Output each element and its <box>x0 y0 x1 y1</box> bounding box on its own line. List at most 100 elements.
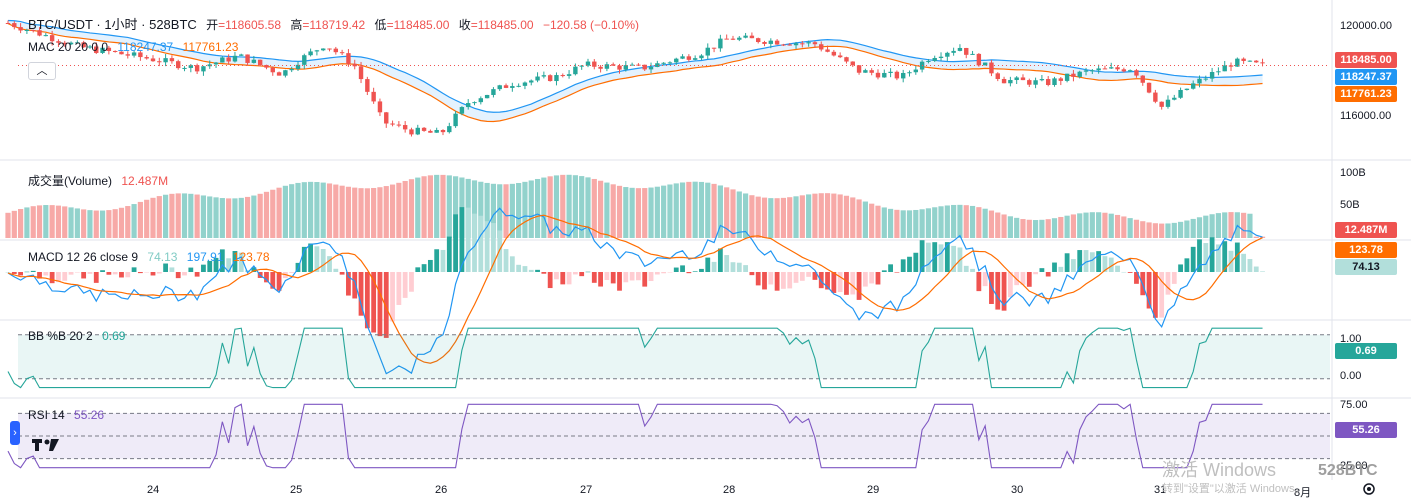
volume-bar <box>238 197 244 238</box>
volume-bar <box>522 181 528 238</box>
windows-activation-hint: 转到"设置"以激活 Windows。 <box>1162 483 1306 495</box>
macd-histogram-bar <box>1171 272 1177 284</box>
candle-body <box>951 50 956 53</box>
rsi-axis-label: 75.00 <box>1340 399 1368 411</box>
candle-body <box>541 75 547 77</box>
macd-histogram-bar <box>1083 250 1089 272</box>
candle-body <box>302 55 307 65</box>
volume-bar <box>55 205 62 238</box>
candle-body <box>106 47 112 51</box>
macd-histogram-bar <box>320 248 326 272</box>
macd-histogram-bar <box>554 272 559 280</box>
candle-body <box>384 112 389 124</box>
macd-histogram-bar <box>213 257 219 272</box>
volume-bar <box>43 205 49 238</box>
macd-histogram-bar <box>1253 266 1259 272</box>
change-label: −120.58 (−0.10%) <box>542 18 640 32</box>
candle-body <box>415 127 420 135</box>
candle-body <box>743 35 748 38</box>
side-panel-toggle[interactable]: › <box>10 421 20 445</box>
candle-body <box>529 80 534 83</box>
macd-histogram-bar <box>472 213 477 272</box>
volume-bar <box>434 174 440 238</box>
macd-histogram-bar <box>30 270 36 272</box>
volume-bar <box>528 180 534 238</box>
volume-axis-label: 100B <box>1340 167 1366 179</box>
candle-body <box>1146 82 1152 93</box>
volume-bar <box>1203 215 1209 238</box>
volume-bar <box>667 184 673 238</box>
date-label: 31 <box>1154 484 1167 496</box>
open-label: 开=118605.58 <box>206 18 281 32</box>
macd-histogram-bar <box>547 272 553 289</box>
macd-histogram-bar <box>163 263 169 272</box>
volume-bar <box>705 182 711 238</box>
volume-bar <box>188 193 194 238</box>
candle-body <box>730 38 736 40</box>
settings-gear-icon[interactable] <box>1362 482 1376 496</box>
macd-histogram-bar <box>1077 250 1083 272</box>
candle-body <box>749 35 755 39</box>
symbol-label[interactable]: BTC/USDT · 1小时 · 528BTC <box>28 17 197 32</box>
candle-body <box>396 124 402 126</box>
volume-legend[interactable]: 成交量(Volume) 12.487M <box>28 174 169 188</box>
candle-body <box>428 130 433 133</box>
macd-histogram-bar <box>837 272 843 293</box>
candle-body <box>81 42 86 48</box>
candle-body <box>875 72 881 78</box>
volume-bar <box>591 178 597 238</box>
macd-histogram-bar <box>1039 268 1045 272</box>
volume-bar <box>648 187 654 238</box>
candle-body <box>144 57 149 59</box>
collapse-legend-button[interactable]: ︿ <box>28 62 56 80</box>
date-label: 25 <box>290 484 303 496</box>
candle-body <box>1090 70 1095 72</box>
macd-histogram-bar <box>201 264 206 272</box>
volume-bar <box>906 210 913 238</box>
macd-histogram-bar <box>497 230 503 272</box>
candle-body <box>182 67 187 69</box>
candle-body <box>1020 77 1026 81</box>
rsi-legend[interactable]: RSI 14 55.26 <box>28 408 105 422</box>
macd-histogram-bar <box>610 272 616 284</box>
candle-body <box>1027 80 1032 85</box>
volume-bar <box>761 197 768 238</box>
bb-tag: 0.69 <box>1335 343 1397 359</box>
volume-bar <box>585 177 591 238</box>
volume-bar <box>887 208 894 238</box>
volume-bar <box>799 195 805 238</box>
macd-histogram-bar <box>371 272 377 333</box>
candle-body <box>466 103 471 108</box>
candle-body <box>737 37 742 40</box>
candle-body <box>220 57 225 63</box>
candle-body <box>194 65 200 72</box>
candle-body <box>1178 89 1183 98</box>
tradingview-logo-icon[interactable] <box>30 436 64 456</box>
volume-bar <box>49 205 55 238</box>
macd-legend[interactable]: MACD 12 26 close 9 74.13 197.91 123.78 <box>28 250 270 264</box>
macd-histogram-bar <box>465 207 471 272</box>
macd-histogram-bar <box>232 250 238 272</box>
bb-legend[interactable]: BB %B 20 2 0.69 <box>28 329 126 343</box>
candle-body <box>976 53 982 66</box>
macd-histogram-bar <box>188 267 194 272</box>
candle-body <box>1228 65 1234 67</box>
close-label: 收=118485.00 <box>458 18 534 32</box>
macd-histogram-bar <box>699 268 704 272</box>
candle-body <box>43 35 49 37</box>
volume-bar <box>1165 223 1171 238</box>
price-axis-label: 116000.00 <box>1340 110 1392 122</box>
candle-body <box>604 64 610 69</box>
volume-bar <box>1253 236 1259 238</box>
candle-body <box>699 55 704 59</box>
volume-bar <box>856 199 862 238</box>
macd-histogram-bar <box>560 272 566 285</box>
volume-bar <box>339 185 345 238</box>
volume-bar <box>944 205 950 238</box>
volume-bar <box>1083 212 1089 238</box>
macd-histogram-bar <box>736 262 742 272</box>
macd-histogram-bar <box>572 272 578 275</box>
volume-bar <box>150 197 156 238</box>
volume-bar <box>352 187 358 238</box>
mac-legend[interactable]: MAC 20 20 0 0 118247.37 117761.23 <box>28 40 239 54</box>
